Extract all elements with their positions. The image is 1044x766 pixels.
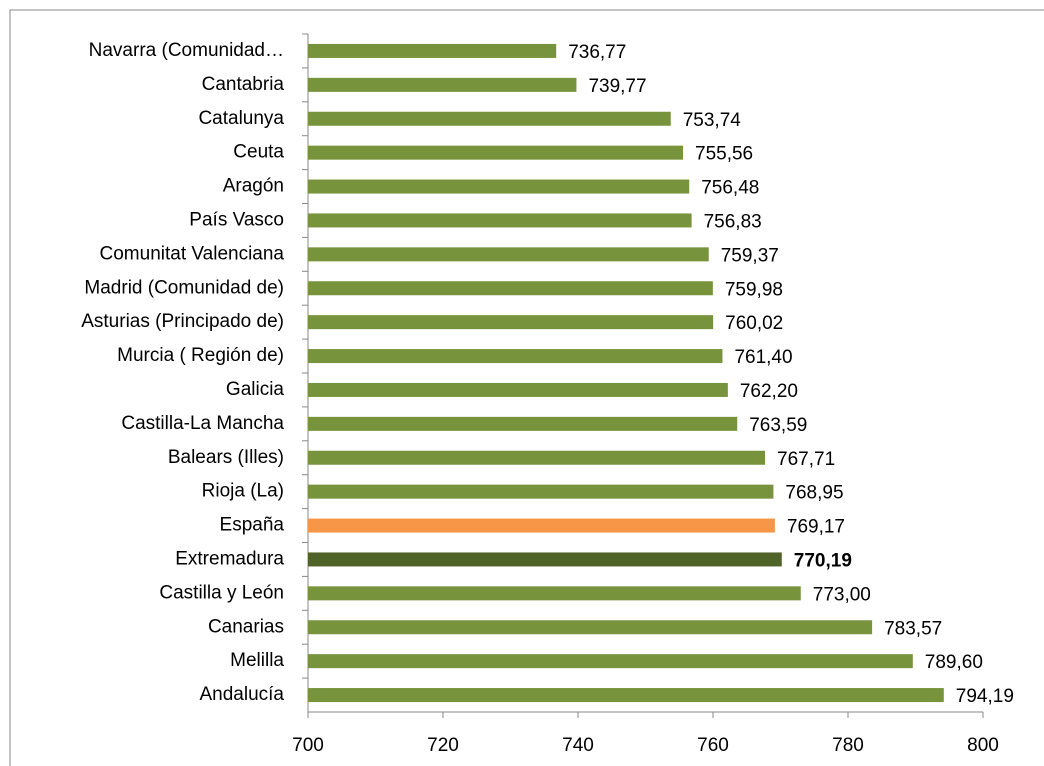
value-label: 755,56 [695, 144, 753, 165]
y-tick-label: Madrid (Comunidad de) [84, 277, 284, 298]
value-label: 759,37 [721, 245, 779, 266]
bar [308, 688, 944, 703]
y-tick-label: Castilla-La Mancha [121, 413, 284, 434]
bar [308, 111, 671, 126]
value-label: 767,71 [777, 449, 835, 470]
value-label: 753,74 [683, 110, 742, 131]
value-label: 789,60 [925, 652, 983, 673]
y-tick-label: Navarra (Comunidad… [89, 40, 284, 61]
value-label: 763,59 [749, 415, 807, 436]
bar [308, 552, 782, 567]
bar [308, 281, 713, 296]
y-tick-label: Aragón [223, 176, 284, 197]
y-tick-label: Catalunya [198, 108, 284, 129]
x-tick-label: 780 [832, 735, 864, 756]
x-tick-label: 740 [562, 735, 594, 756]
x-tick-label: 700 [292, 735, 324, 756]
value-label: 756,83 [704, 211, 762, 232]
value-label: 768,95 [785, 483, 843, 504]
value-label: 762,20 [740, 381, 798, 402]
bar [308, 382, 728, 397]
y-tick-label: Canarias [208, 616, 284, 637]
bar [308, 416, 738, 431]
bar [308, 179, 690, 194]
value-label: 794,19 [956, 686, 1014, 707]
y-tick-label: Galicia [226, 379, 285, 400]
y-tick-label: Asturias (Principado de) [81, 311, 284, 332]
y-tick-label: Rioja (La) [202, 481, 284, 502]
x-tick-label: 760 [697, 735, 729, 756]
value-label: 736,77 [568, 42, 626, 63]
value-label: 761,40 [734, 347, 792, 368]
bar [308, 145, 684, 160]
bar [308, 315, 714, 330]
bar [308, 518, 775, 533]
value-label: 756,48 [701, 178, 759, 199]
bar [308, 247, 709, 262]
value-label: 759,98 [725, 279, 783, 300]
bar [308, 620, 873, 635]
y-tick-label: España [220, 515, 285, 536]
y-tick-label: Comunitat Valenciana [100, 243, 285, 264]
bar [308, 349, 723, 364]
bar [308, 654, 913, 669]
value-label: 770,19 [794, 550, 852, 571]
y-tick-label: Balears (Illes) [168, 447, 284, 468]
bar [308, 586, 801, 601]
value-label: 769,17 [787, 517, 845, 538]
x-tick-label: 720 [427, 735, 459, 756]
x-tick-label: 800 [967, 735, 999, 756]
y-tick-label: Castilla y León [159, 582, 284, 603]
y-tick-label: Melilla [230, 650, 284, 671]
y-tick-label: Andalucía [199, 684, 284, 705]
y-tick-label: País Vasco [189, 209, 284, 230]
y-tick-label: Cantabria [202, 74, 285, 95]
bar [308, 213, 692, 228]
value-label: 773,00 [813, 584, 871, 605]
y-tick-label: Extremadura [175, 548, 284, 569]
bar [308, 450, 766, 465]
value-label: 739,77 [588, 76, 646, 97]
y-tick-label: Ceuta [233, 142, 284, 163]
bar [308, 484, 774, 499]
bar [308, 77, 577, 92]
value-label: 783,57 [884, 618, 942, 639]
value-label: 760,02 [725, 313, 783, 334]
bar [308, 43, 557, 58]
chart-frame [9, 9, 1044, 766]
y-tick-label: Murcia ( Región de) [117, 345, 284, 366]
